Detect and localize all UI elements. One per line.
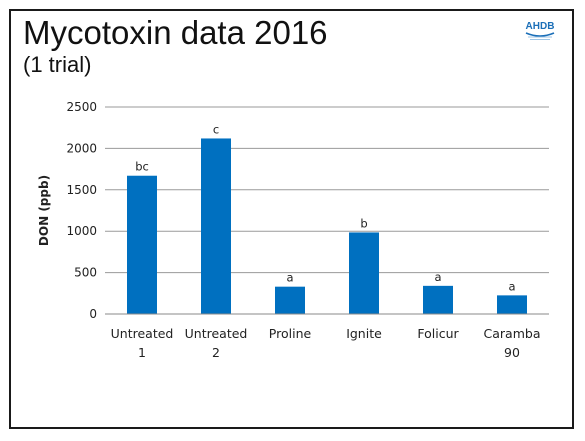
category-label: Untreated bbox=[185, 326, 248, 341]
y-tick-labels: 0 500 1000 1500 2000 2500 bbox=[66, 100, 97, 321]
bar bbox=[423, 285, 453, 314]
y-axis-label: DON (ppb) bbox=[37, 175, 51, 246]
bar bbox=[127, 175, 157, 314]
ahdb-logo: AHDB bbox=[526, 21, 555, 40]
category-label: Ignite bbox=[346, 326, 382, 341]
category-label: 90 bbox=[504, 345, 520, 360]
bars bbox=[127, 138, 527, 314]
logo-text: AHDB bbox=[526, 21, 555, 32]
bar-data-label: b bbox=[360, 216, 367, 230]
bar-data-label: a bbox=[508, 279, 515, 293]
category-label: 1 bbox=[138, 345, 146, 360]
bar-data-label: a bbox=[434, 270, 441, 284]
category-labels: Untreated 1 Untreated 2 Proline Ignite Folicur… bbox=[111, 326, 541, 360]
data-labels: bc c a b a a bbox=[135, 122, 515, 293]
bar bbox=[275, 286, 305, 314]
bar bbox=[201, 138, 231, 314]
category-label: 2 bbox=[212, 345, 220, 360]
slide-title: Mycotoxin data 2016 bbox=[23, 14, 328, 51]
y-tick-label: 2000 bbox=[66, 141, 97, 155]
slide-subtitle: (1 trial) bbox=[23, 52, 92, 77]
y-tick-label: 2500 bbox=[66, 100, 97, 114]
bar bbox=[349, 232, 379, 314]
y-tick-label: 1000 bbox=[66, 224, 97, 238]
bar-data-label: a bbox=[286, 271, 293, 285]
bar-data-label: c bbox=[213, 122, 219, 136]
category-label: Untreated bbox=[111, 326, 174, 341]
bar bbox=[497, 295, 527, 314]
gridlines bbox=[105, 106, 549, 274]
category-label: Folicur bbox=[417, 326, 459, 341]
bar-data-label: bc bbox=[135, 160, 149, 174]
y-tick-label: 1500 bbox=[66, 183, 97, 197]
category-label: Proline bbox=[269, 326, 312, 341]
y-tick-label: 0 bbox=[89, 307, 97, 321]
y-tick-label: 500 bbox=[74, 266, 97, 280]
slide: Mycotoxin data 2016 (1 trial) AHDB bbox=[9, 9, 574, 429]
category-label: Caramba bbox=[484, 326, 541, 341]
